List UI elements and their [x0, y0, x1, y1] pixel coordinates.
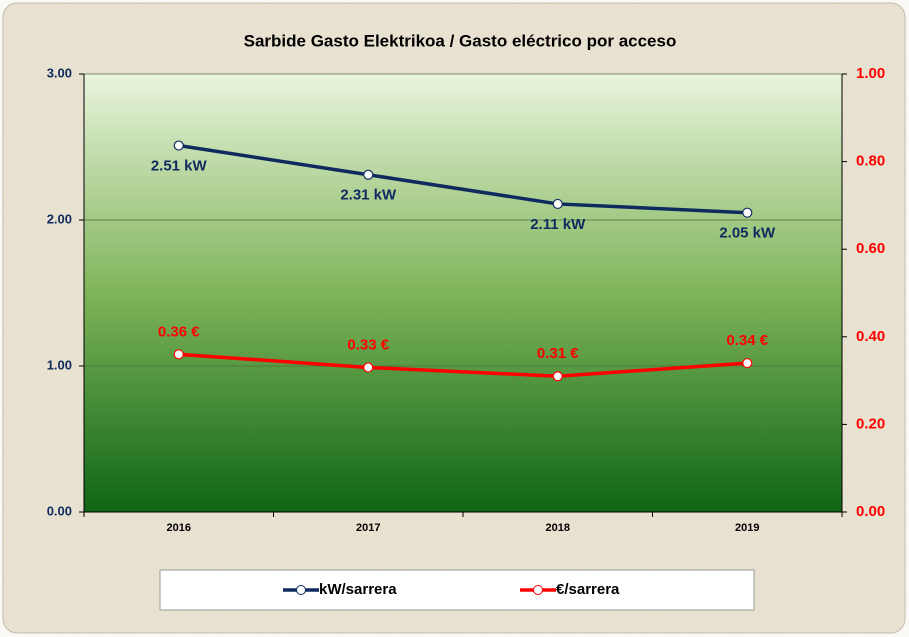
data-label: 2.05 kW: [719, 225, 776, 242]
point: [363, 362, 374, 373]
point: [742, 357, 753, 369]
y2-tick-label: 0.40: [856, 328, 885, 345]
y2-tick-label: 1.00: [856, 65, 885, 82]
y-tick-label: 0.00: [47, 503, 72, 518]
legend: [159, 569, 755, 611]
data-label: 2.31 kW: [340, 187, 397, 204]
legend-label: kW/sarrera: [319, 581, 397, 598]
y2-tick-label: 0.20: [856, 415, 885, 432]
x-tick-label: 2016: [167, 522, 191, 534]
point: [173, 140, 184, 151]
x-tick-label: 2018: [546, 522, 570, 534]
legend-label: €/sarrera: [556, 581, 620, 598]
series-line: [178, 143, 748, 215]
legend-marker: [296, 585, 306, 595]
series-line: [178, 352, 748, 378]
y2-tick-label: 0.00: [856, 503, 885, 520]
y-tick-label: 1.00: [47, 357, 72, 372]
y-tick-label: 2.00: [47, 211, 72, 226]
point: [363, 169, 374, 180]
point: [742, 207, 753, 218]
y2-tick-label: 0.60: [856, 240, 885, 257]
y-tick-label: 3.00: [47, 65, 72, 80]
data-label: 2.51 kW: [151, 158, 208, 175]
x-tick-label: 2017: [356, 522, 380, 534]
point: [173, 349, 184, 360]
point: [552, 371, 563, 382]
plot-area: [84, 74, 842, 512]
y2-tick-label: 0.80: [856, 153, 885, 170]
data-label: 2.11 kW: [530, 216, 586, 233]
point: [552, 198, 563, 210]
x-tick-label: 2019: [735, 522, 759, 534]
data-label: 0.31 €: [537, 345, 579, 362]
data-label: 0.34 €: [726, 332, 768, 349]
data-label: 0.36 €: [158, 323, 200, 340]
data-label: 0.33 €: [347, 336, 389, 353]
legend-marker: [533, 585, 543, 595]
chart-title: Sarbide Gasto Elektrikoa / Gasto eléctri…: [244, 31, 677, 50]
